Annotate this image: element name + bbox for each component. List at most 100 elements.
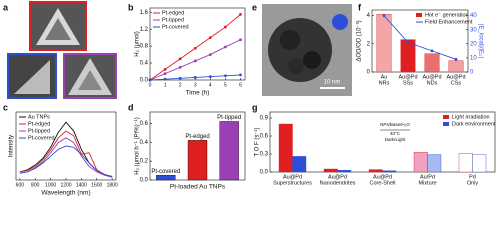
marker [239,73,242,77]
series-line [383,15,457,60]
y-tick-label: 0.3 [260,152,269,158]
legend-swatch [443,115,449,119]
marker [430,49,434,53]
marker [239,12,242,16]
panel-label: e [252,2,257,12]
x-axis-label: Pt-loaded Au TNPs [170,184,226,191]
y-tick-label: 2 [367,41,371,47]
panel-label: c [3,102,8,112]
x-tick-label: Au/Pd [420,174,435,180]
bar [278,123,293,173]
x-tick-label: NRs [379,80,390,86]
marker [406,41,410,44]
image-a [7,1,117,99]
y2-tick-label: 20 [470,41,477,47]
x-tick-label: 3 [194,82,197,88]
y-tick-label: 4 [367,13,371,19]
bar [458,153,473,173]
marker [223,25,227,29]
plot-frame [371,9,469,73]
legend-label: Dark environment [452,121,496,127]
bar-label: Pt-tipped [217,115,241,121]
x-tick-label: Au@Pd [373,174,392,180]
x-tick-label: 5 [224,82,227,88]
bar [382,170,397,173]
scheme-text: 40°C [390,131,401,136]
x-axis-label: Wavelength (nm) [41,190,90,197]
legend-label: Au TNPs [28,114,50,120]
marker [178,76,182,80]
legend-label: Pt-edged [162,10,184,16]
bar-label: Pt-covered [151,169,180,175]
y2-axis-label: |E_local|/|E₀| [477,24,483,59]
x-tick-label: SSs [403,80,413,86]
legend-label: Pt-covered [162,24,189,30]
bar [156,175,176,181]
x-tick-label: Au@Pd [446,74,465,80]
marker [208,75,212,79]
plot-frame [149,7,246,81]
legend-swatch [443,122,449,126]
bar [424,53,440,73]
y-axis-label: ΔOD/OD (10⁻³) [357,20,363,61]
marker [208,36,212,40]
x-tick-label: Nanodendrites [320,180,356,186]
y-tick-label: 0.8 [140,44,149,50]
x-tick-label: Au [381,74,388,80]
x-tick-label: Core-Shell [370,180,396,186]
x-tick-label: 1600 [91,182,102,188]
marker [178,65,182,69]
legend-label: Pt-tipped [162,17,184,23]
y-tick-label: 0 [367,70,371,76]
marker [208,53,212,56]
legend-label: Pt-covered [28,135,55,141]
bar [472,154,487,173]
marker [178,57,182,61]
x-tick-label: 800 [31,182,40,188]
y-tick-label: 1.6 [140,10,149,16]
y-axis-label: T O F (s⁻¹) [255,127,261,156]
panel-label: g [252,102,258,112]
marker [193,46,197,50]
y2-tick-label: 10 [470,55,477,61]
y-tick-label: 0.0 [260,170,269,176]
y-tick-label: 0.0 [140,78,149,84]
bar [368,169,383,173]
y-tick-label: 0.4 [140,140,149,146]
bar [337,169,352,173]
marker [239,38,242,42]
panel-label: a [3,2,9,12]
series-line [19,145,113,178]
y-axis-label: Intensity [9,135,15,157]
bar [400,39,416,73]
series-line [19,130,113,178]
legend-label: Pt-edged [28,121,50,127]
x-tick-label: 1400 [76,182,87,188]
x-tick-label: 1800 [107,182,118,188]
marker [193,76,197,79]
marker [193,59,197,63]
marker [163,77,167,81]
legend-swatch [416,13,422,17]
panel-label: f [358,2,362,12]
panel-label: d [128,102,134,112]
y2-tick-label: 30 [470,27,477,33]
bar [448,60,464,73]
x-tick-label: 2 [179,82,182,88]
legend-label: Light irradiation [452,114,490,120]
y-tick-label: 0.4 [140,61,149,67]
x-tick-label: Au@Pd [398,74,417,80]
y-tick-label: 0.6 [260,134,269,140]
x-tick-label: 1 [164,82,167,88]
x-tick-label: 6 [239,82,242,88]
marker [223,74,227,78]
x-tick-label: 4 [209,82,212,88]
x-tick-label: Mixture [418,180,436,186]
panel-label: b [128,2,134,12]
x-tick-label: Only [467,180,479,186]
marker [163,72,167,76]
x-tick-label: CSs [451,80,462,86]
y2-tick-label: 40 [470,13,477,19]
figure: 10 nm NPs/Base/H₂O 40°C Dark/Light a b c… [3,1,496,197]
x-tick-label: 600 [16,182,25,188]
